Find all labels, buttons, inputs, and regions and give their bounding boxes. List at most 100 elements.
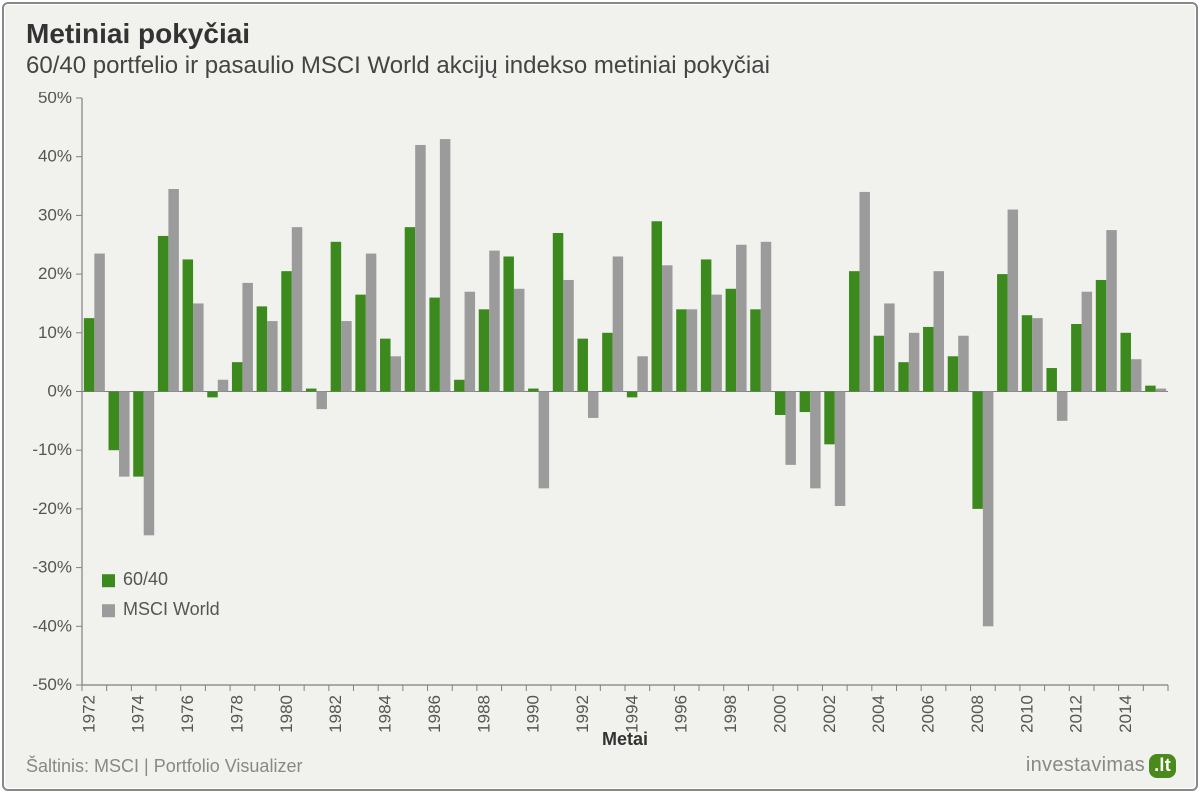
svg-text:-40%: -40% [32, 616, 72, 635]
bar-6040-1988 [479, 309, 489, 391]
x-tick-label: 2000 [770, 695, 789, 733]
x-tick-label: 1990 [524, 695, 543, 733]
bar-6040-1972 [84, 318, 94, 391]
bar-6040-2010 [1022, 315, 1032, 391]
x-tick-label: 1976 [178, 695, 197, 733]
bar-6040-2009 [997, 274, 1007, 391]
bar-6040-1977 [207, 392, 217, 398]
plot-area: -50%-40%-30%-20%-10%0%10%20%30%40%50%197… [26, 92, 1174, 747]
svg-text:30%: 30% [38, 205, 72, 224]
bar-msciworld-1981 [316, 392, 326, 410]
bar-6040-1987 [454, 380, 464, 392]
bar-msciworld-2004 [884, 303, 894, 391]
brand-logo: investavimas.lt [1026, 754, 1176, 778]
x-tick-label: 2002 [820, 695, 839, 733]
bar-6040-2000 [775, 392, 785, 415]
bar-msciworld-2009 [1008, 210, 1018, 392]
x-tick-label: 1984 [376, 695, 395, 733]
bar-6040-1975 [158, 236, 168, 392]
bar-msciworld-2006 [934, 271, 944, 391]
bar-6040-1974 [133, 392, 143, 477]
bar-6040-1990 [528, 389, 538, 392]
bar-6040-1983 [355, 295, 365, 392]
bar-6040-1981 [306, 389, 316, 392]
bar-6040-2012 [1071, 324, 1081, 392]
bar-6040-2002 [824, 392, 834, 445]
bar-msciworld-1987 [465, 292, 475, 392]
bar-msciworld-1985 [415, 145, 425, 392]
bar-msciworld-1975 [168, 189, 178, 392]
bar-6040-1978 [232, 362, 242, 391]
x-tick-label: 2010 [1017, 695, 1036, 733]
bar-msciworld-2008 [983, 392, 993, 627]
bar-msciworld-1997 [711, 295, 721, 392]
bar-msciworld-1994 [637, 356, 647, 391]
chart-frame: Metiniai pokyčiai 60/40 portfelio ir pas… [2, 2, 1198, 791]
x-tick-label: 1992 [573, 695, 592, 733]
bar-6040-1992 [577, 339, 587, 392]
bar-6040-2013 [1096, 280, 1106, 392]
bar-msciworld-1991 [563, 280, 573, 392]
legend-swatch [102, 574, 115, 587]
bar-6040-1980 [281, 271, 291, 391]
bar-msciworld-2002 [835, 392, 845, 506]
x-tick-label: 1996 [672, 695, 691, 733]
bar-6040-1999 [750, 309, 760, 391]
x-tick-label: 1980 [277, 695, 296, 733]
x-tick-label: 1972 [79, 695, 98, 733]
bar-6040-1996 [676, 309, 686, 391]
bar-6040-1986 [429, 298, 439, 392]
bar-msciworld-2010 [1032, 318, 1042, 391]
bar-6040-2008 [972, 392, 982, 509]
bar-msciworld-1983 [366, 254, 376, 392]
x-tick-label: 2008 [968, 695, 987, 733]
legend-swatch [102, 604, 115, 617]
bar-6040-2014 [1120, 333, 1130, 392]
bar-6040-1982 [331, 242, 341, 392]
x-tick-label: 1994 [622, 695, 641, 733]
x-tick-label: 2006 [919, 695, 938, 733]
svg-text:10%: 10% [38, 323, 72, 342]
svg-text:-20%: -20% [32, 499, 72, 518]
bar-msciworld-2001 [810, 392, 820, 489]
svg-text:0%: 0% [47, 382, 72, 401]
bar-6040-2004 [874, 336, 884, 392]
bar-6040-1985 [405, 227, 415, 391]
svg-text:-50%: -50% [32, 675, 72, 694]
chart-header: Metiniai pokyčiai 60/40 portfelio ir pas… [4, 4, 1196, 82]
bar-6040-1994 [627, 392, 637, 398]
legend-label: MSCI World [123, 599, 220, 619]
bar-msciworld-1995 [662, 265, 672, 391]
bar-msciworld-2014 [1131, 359, 1141, 391]
svg-text:40%: 40% [38, 147, 72, 166]
bar-chart-svg: -50%-40%-30%-20%-10%0%10%20%30%40%50%197… [26, 92, 1174, 747]
bar-msciworld-1977 [218, 380, 228, 392]
bar-6040-1989 [503, 256, 513, 391]
bar-msciworld-1998 [736, 245, 746, 392]
bar-6040-1998 [726, 289, 736, 392]
bar-msciworld-1982 [341, 321, 351, 391]
bar-6040-1979 [257, 306, 267, 391]
brand-suffix: .lt [1149, 754, 1176, 778]
bar-6040-1995 [652, 221, 662, 391]
chart-subtitle: 60/40 portfelio ir pasaulio MSCI World a… [26, 52, 1176, 80]
bar-msciworld-2007 [958, 336, 968, 392]
bar-6040-2015 [1145, 386, 1155, 392]
bar-msciworld-1999 [761, 242, 771, 392]
bar-msciworld-1972 [94, 254, 104, 392]
bar-msciworld-1974 [144, 392, 154, 536]
svg-text:-10%: -10% [32, 440, 72, 459]
bar-6040-1973 [109, 392, 119, 451]
bar-msciworld-2011 [1057, 392, 1067, 421]
bar-msciworld-1988 [489, 251, 499, 392]
x-tick-label: 1978 [227, 695, 246, 733]
bar-6040-2003 [849, 271, 859, 391]
bar-6040-2007 [948, 356, 958, 391]
bar-6040-1984 [380, 339, 390, 392]
bar-msciworld-1976 [193, 303, 203, 391]
x-tick-label: 1974 [129, 695, 148, 733]
x-tick-label: 1982 [326, 695, 345, 733]
brand-text: investavimas [1026, 754, 1145, 776]
bar-msciworld-1989 [514, 289, 524, 392]
bar-6040-1976 [183, 259, 193, 391]
